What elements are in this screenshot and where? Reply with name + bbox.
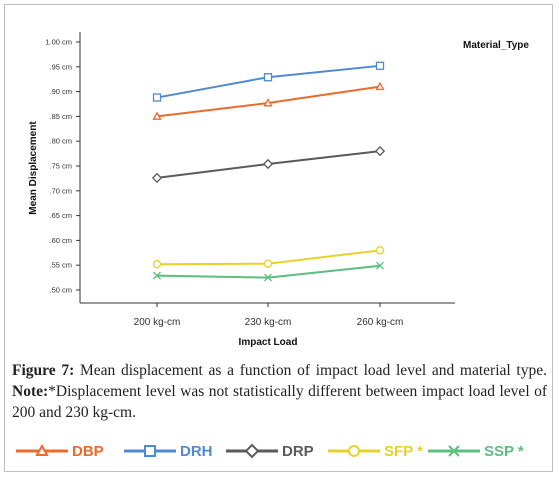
legend-label: DRP xyxy=(282,443,314,460)
legend-swatch-marker xyxy=(348,445,360,457)
legend-item-ssp: SSP * xyxy=(428,443,524,460)
y-tick-label: .60 cm xyxy=(49,236,72,245)
legend-label: DBP xyxy=(72,443,104,460)
data-point xyxy=(375,61,385,70)
line-chart: 1.00 cm .95 cm .90 cm .85 cm .80 cm .75 cm .70… xyxy=(28,32,529,348)
series-sfp xyxy=(152,246,385,269)
data-point xyxy=(375,246,385,255)
series-dbp xyxy=(152,81,385,120)
legend-label: DRH xyxy=(180,443,213,460)
legend-swatch-marker xyxy=(244,443,260,459)
legend-swatch-marker xyxy=(144,445,156,457)
figure-frame xyxy=(4,4,553,472)
y-tick-label: .70 cm xyxy=(49,186,72,195)
y-tick-label: .95 cm xyxy=(49,62,72,71)
y-tick-labels: 1.00 cm .95 cm .90 cm .85 cm .80 cm .75 cm .70… xyxy=(45,38,72,295)
data-point xyxy=(153,271,161,280)
legend-item-dbp: DBP xyxy=(16,443,104,460)
data-point xyxy=(263,98,273,107)
note-label: Note: xyxy=(12,383,49,400)
figure-label: Figure 7: xyxy=(12,362,75,379)
series-ssp xyxy=(153,261,384,282)
legend-item-drh: DRH xyxy=(124,443,213,460)
y-tick-label: .85 cm xyxy=(49,112,72,121)
data-point xyxy=(263,73,273,82)
legend-label: SFP * xyxy=(384,443,423,460)
data-point xyxy=(262,158,274,170)
data-point xyxy=(374,146,386,157)
x-tick-label: 230 kg-cm xyxy=(245,317,292,328)
figure-caption: Figure 7: Mean displacement as a functio… xyxy=(12,360,547,423)
data-point xyxy=(151,172,163,184)
y-tick-label: .90 cm xyxy=(49,87,72,96)
y-tick-marks xyxy=(76,41,381,307)
data-point xyxy=(263,259,273,268)
legend-label: SSP * xyxy=(484,443,524,460)
x-tick-label: 260 kg-cm xyxy=(357,317,404,328)
legend: DBP DRH DRP SFP * SSP * xyxy=(16,443,524,460)
data-point xyxy=(375,81,385,91)
legend-title: Material_Type xyxy=(463,40,529,51)
legend-swatch-marker xyxy=(35,443,49,456)
series-group xyxy=(151,61,386,282)
y-tick-label: .65 cm xyxy=(49,211,72,220)
data-point xyxy=(376,261,384,270)
series-drp xyxy=(151,146,386,184)
legend-item-drp: DRP xyxy=(226,443,314,460)
legend-swatch-marker xyxy=(448,445,460,457)
x-tick-labels: 200 kg-cm 230 kg-cm 260 kg-cm xyxy=(134,317,404,328)
data-point xyxy=(152,111,162,120)
y-tick-label: .50 cm xyxy=(49,286,72,295)
note-text: *Displacement level was not statisticall… xyxy=(12,383,547,421)
data-point xyxy=(152,93,162,102)
data-point xyxy=(152,260,162,269)
y-tick-label: .80 cm xyxy=(49,137,72,146)
x-tick-label: 200 kg-cm xyxy=(134,317,181,328)
y-axis-label: Mean Displacement xyxy=(28,121,39,215)
y-tick-label: .55 cm xyxy=(49,261,72,270)
series-drh xyxy=(152,61,385,102)
figure-text: Mean displacement as a function of impac… xyxy=(74,362,547,379)
data-point xyxy=(264,273,272,282)
x-axis-label: Impact Load xyxy=(239,337,298,348)
y-tick-label: 1.00 cm xyxy=(45,38,72,47)
legend-item-sfp: SFP * xyxy=(328,443,423,460)
y-tick-label: .75 cm xyxy=(49,162,72,171)
series-line xyxy=(156,64,381,99)
